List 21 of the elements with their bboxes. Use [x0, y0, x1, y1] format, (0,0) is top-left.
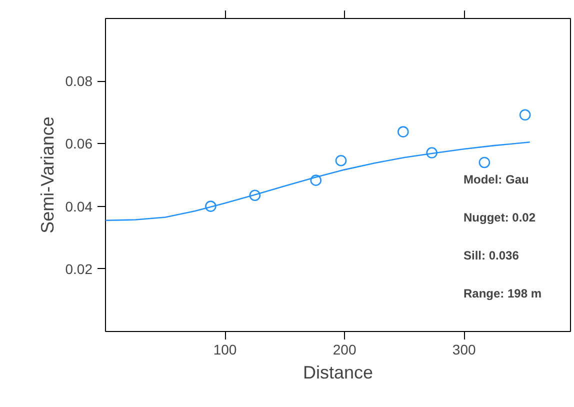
point	[205, 200, 216, 212]
y-tick-label: 0.02	[65, 260, 93, 277]
y-axis-title: Semi-Variance	[37, 116, 58, 234]
x-axis-title: Distance	[302, 362, 374, 382]
point	[335, 154, 347, 166]
point	[310, 174, 322, 186]
annotation: Model: Gau	[464, 172, 529, 186]
point	[478, 156, 490, 168]
point	[398, 126, 409, 138]
point	[249, 190, 261, 201]
point	[426, 147, 438, 158]
x-tick-label: 200	[332, 342, 356, 358]
annotation: Nugget: 0.02	[464, 210, 536, 224]
annotation: Range: 198 m	[464, 286, 542, 300]
y-tick-label: 0.08	[65, 73, 93, 90]
annotation: Sill: 0.036	[464, 248, 520, 262]
x-tick-label: 300	[452, 342, 476, 358]
y-tick-label: 0.06	[65, 136, 93, 152]
x-tick-label: 100	[213, 342, 237, 358]
y-tick-label: 0.04	[65, 198, 93, 214]
point	[519, 109, 531, 121]
